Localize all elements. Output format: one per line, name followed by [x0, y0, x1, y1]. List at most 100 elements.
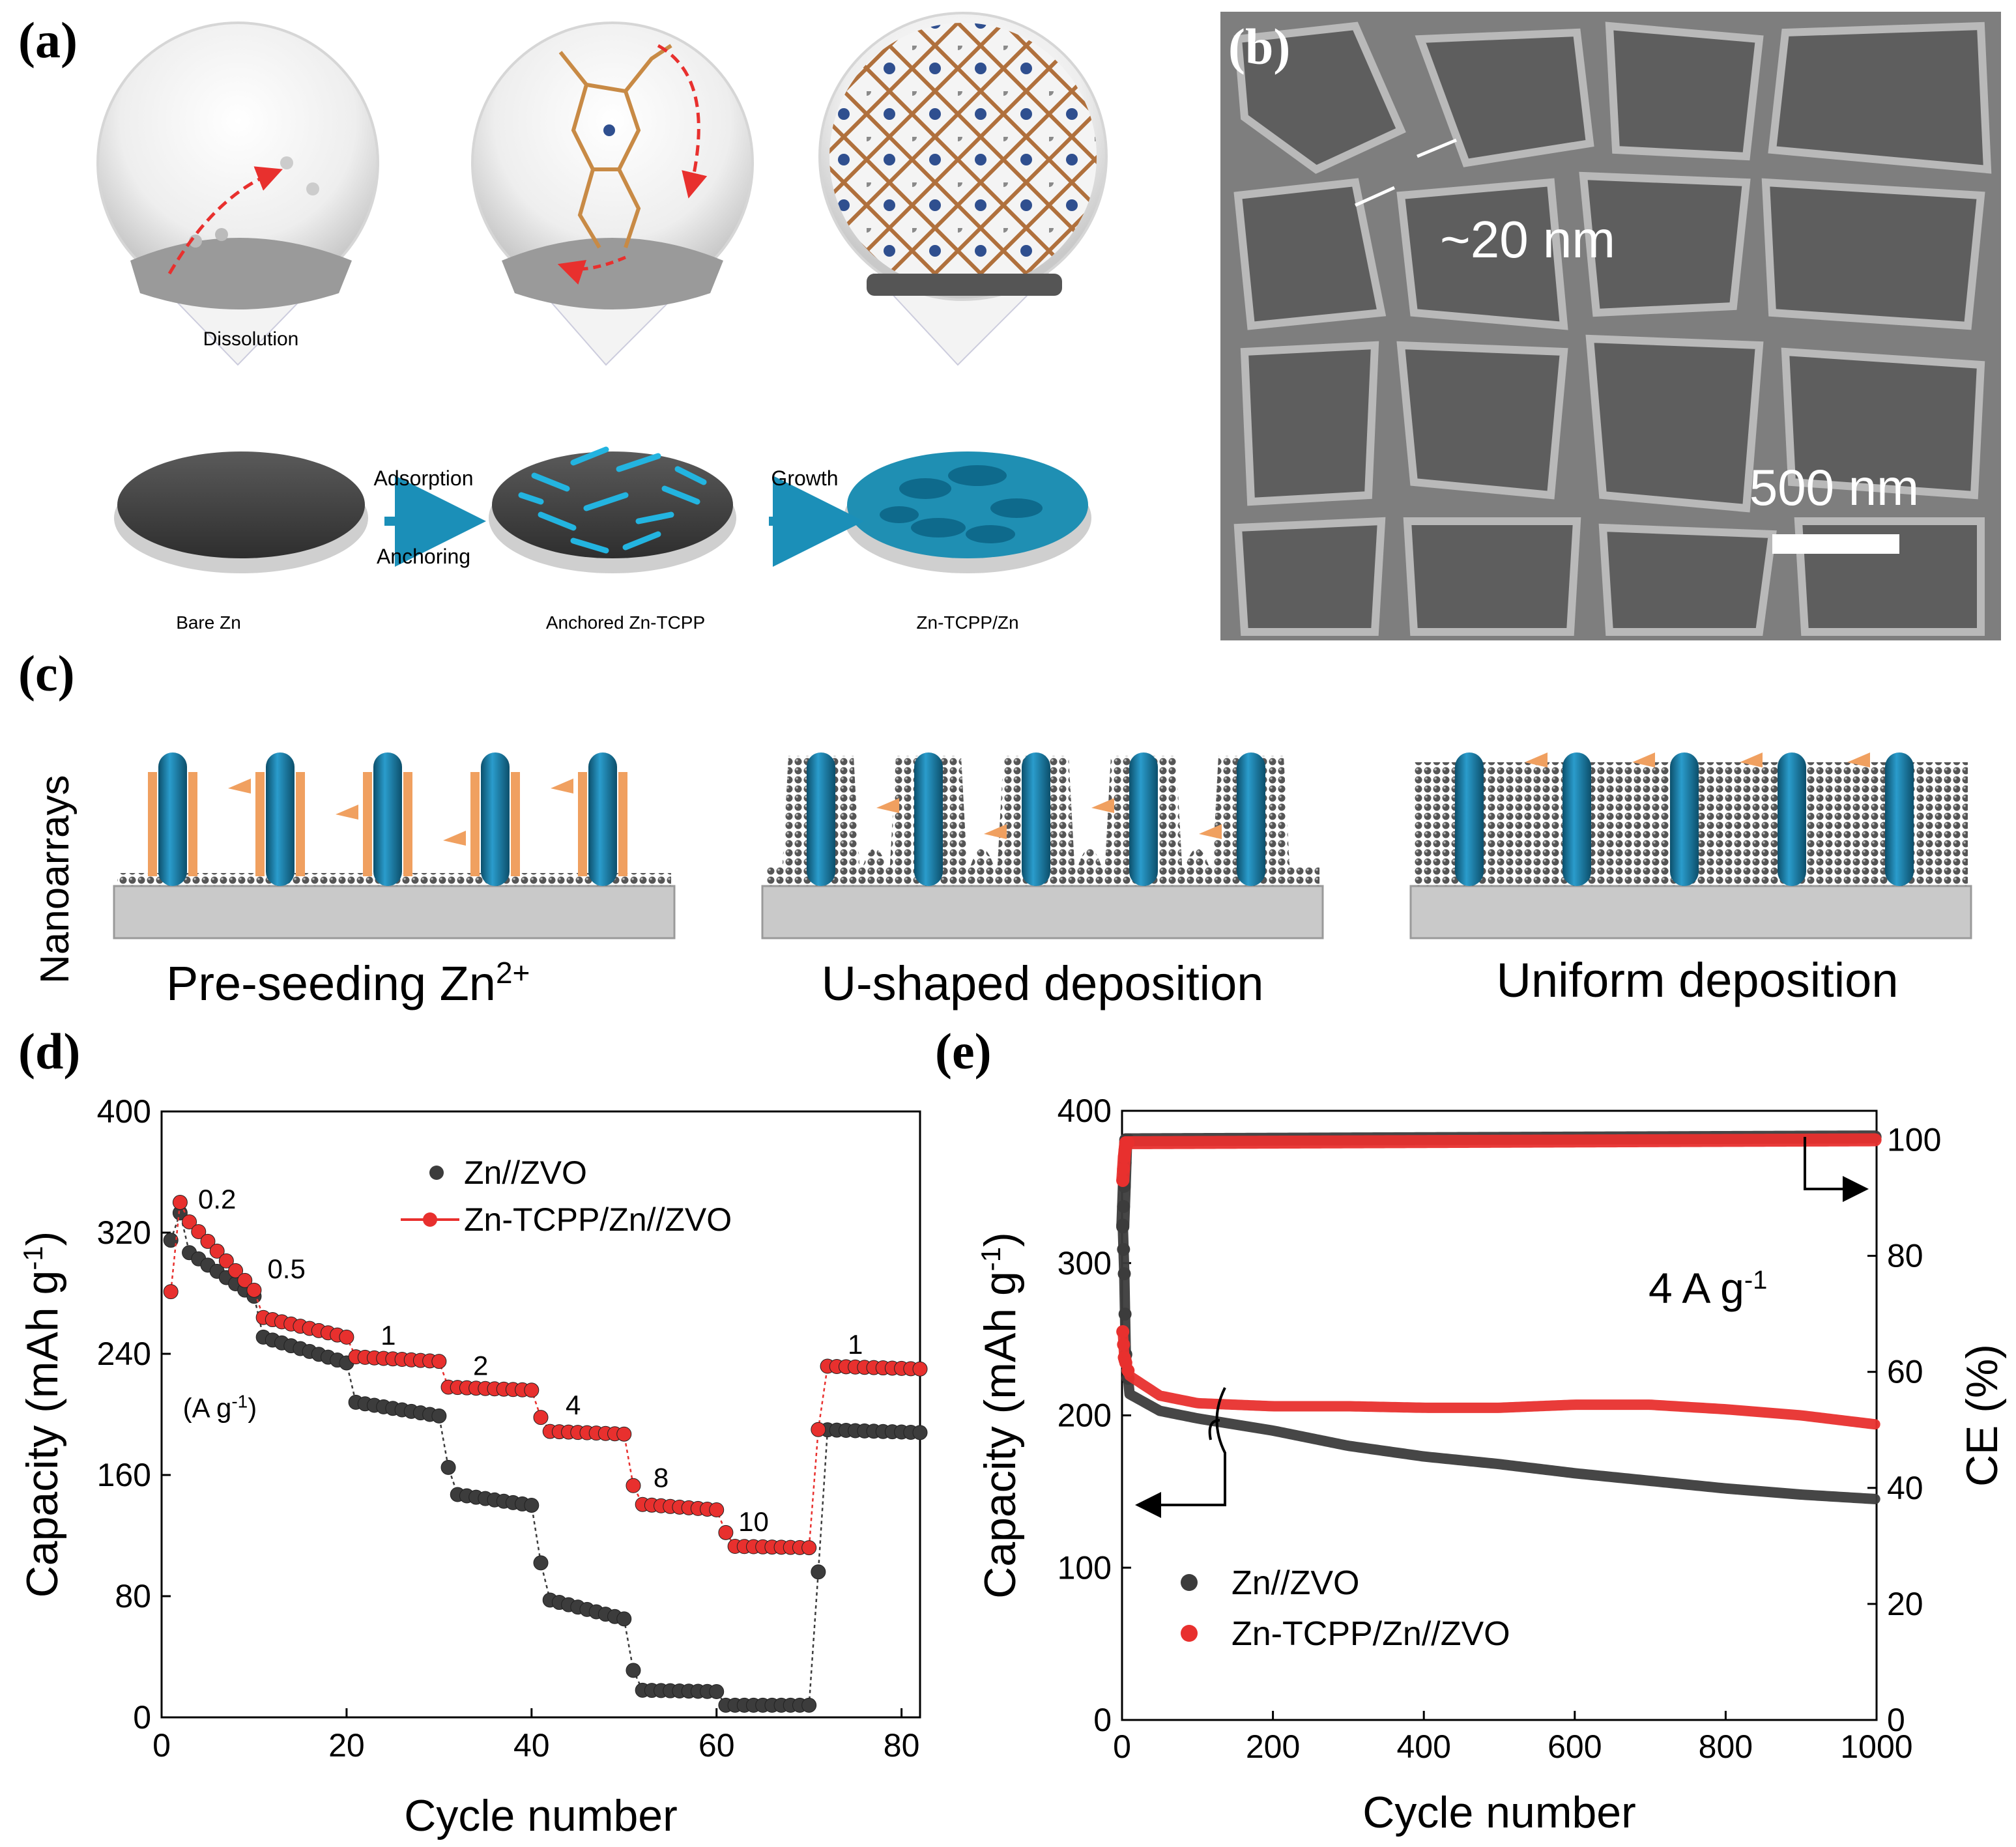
data-point [237, 1272, 253, 1288]
data-point [801, 1540, 817, 1556]
zn-ion-seed [470, 772, 480, 876]
legend-marker [1181, 1574, 1198, 1591]
data-point [209, 1243, 225, 1259]
nanorod [481, 752, 510, 886]
panel-b-label: (b) [1228, 18, 1290, 75]
data-point [709, 1683, 725, 1699]
substrate [1409, 885, 1972, 939]
measure-label: ~20 nm [1440, 210, 1615, 268]
current-density-label: 4 A g-1 [1649, 1264, 1767, 1312]
disc-bare-zn [114, 451, 368, 573]
x-tick-label: 40 [513, 1727, 550, 1764]
nanorod [1885, 752, 1914, 886]
panel-c: (c) Nanoarrays Pre-seeding Zn2+ U-shaped… [18, 645, 1972, 1010]
nanorod [807, 752, 835, 886]
data-point [1121, 1364, 1135, 1377]
data-point [228, 1263, 244, 1278]
adsorption-label: Adsorption [374, 466, 474, 490]
nanorod [1129, 752, 1158, 886]
legend-label: Zn-TCPP/Zn//ZVO [464, 1201, 732, 1238]
data-point [163, 1284, 179, 1300]
stage-1 [113, 752, 676, 939]
data-point [533, 1555, 549, 1571]
x-tick-label: 0 [1113, 1728, 1131, 1765]
data-point [246, 1282, 262, 1298]
x-tick-label: 60 [698, 1727, 735, 1764]
y-axis-label-sup: -1 [975, 1247, 1006, 1271]
zn-ion-arrow [1632, 752, 1655, 767]
data-point [1117, 1242, 1130, 1256]
nanorod [1670, 752, 1699, 886]
zn-tcpp-flakes-icon [518, 446, 707, 554]
y2-tick-label: 60 [1887, 1354, 1923, 1390]
zn-ion-arrow [551, 779, 573, 794]
y-tick-label: 0 [1093, 1702, 1112, 1738]
y2-tick-label: 0 [1887, 1702, 1905, 1738]
x-tick-label: 20 [328, 1727, 365, 1764]
x-tick-label: 0 [152, 1727, 171, 1764]
y-tick-label: 80 [115, 1578, 151, 1614]
legend-marker [1181, 1625, 1198, 1642]
data-point [1116, 1220, 1130, 1234]
zn-ion-arrow [1525, 752, 1548, 767]
disc-anchored [489, 446, 736, 573]
y-tick-label: 160 [97, 1457, 151, 1493]
legend-label: Zn-TCPP/Zn//ZVO [1231, 1615, 1510, 1653]
data-point [912, 1361, 928, 1377]
rate-unit-sup: -1 [231, 1391, 248, 1411]
zn-ion-seed [618, 772, 627, 876]
growth-arrow: Growth [769, 466, 864, 567]
zn-surface-icon [130, 238, 352, 309]
y2-axis-label: CE (%) [1957, 1344, 2007, 1487]
data-point [709, 1502, 725, 1517]
y-tick-label: 400 [1058, 1093, 1112, 1129]
zn-ion-seed [296, 772, 305, 876]
nanorod [1455, 752, 1484, 886]
data-point [1117, 1267, 1131, 1281]
rate-annotation: 2 [473, 1351, 488, 1381]
stage-3 [1409, 752, 1972, 939]
data-point [218, 1253, 234, 1268]
series-zn-zvo [163, 1205, 928, 1713]
plot-frame [160, 1110, 921, 1719]
x-tick-label: 400 [1396, 1728, 1450, 1765]
y-tick-label: 0 [133, 1699, 151, 1736]
panel-b: ~20 nm 500 nm (b) [1220, 12, 2001, 640]
data-point [431, 1408, 447, 1424]
zn-deposit-u [1183, 848, 1212, 876]
data-point [339, 1329, 354, 1345]
data-point [191, 1224, 207, 1239]
y2-tick-label: 40 [1887, 1470, 1923, 1506]
mof-lattice-icon [829, 23, 1097, 290]
data-point [524, 1498, 540, 1513]
adsorption-arrow: Adsorption Anchoring [374, 466, 486, 568]
data-point [1117, 1199, 1130, 1213]
stage-label-ushaped: U-shaped deposition [822, 956, 1264, 1010]
capacity-axis-pointer [1135, 1387, 1226, 1518]
bubble-anchored [471, 21, 754, 366]
chart-e: 0 200 400 600 800 100001002003004000204060801… [975, 1093, 2008, 1837]
y-axis-label: Capacity (mAh g-1) [975, 1232, 1026, 1599]
x-tick-label: 800 [1699, 1728, 1753, 1765]
rate-annotation: 10 [738, 1506, 769, 1537]
chart-d: 0 20 40 60 80 0 80 160 240 320 400 Cycle number Capa… [18, 1093, 928, 1840]
nanorod [1778, 752, 1806, 886]
y2-tick-label: 100 [1887, 1122, 1941, 1158]
data-point [616, 1426, 632, 1442]
x-tick-label: 1000 [1840, 1728, 1912, 1765]
data-point [801, 1697, 817, 1713]
data-point [1121, 1136, 1135, 1149]
zn-deposit-u [968, 848, 997, 876]
current-density-sup: -1 [1744, 1266, 1768, 1295]
panel-c-label: (c) [18, 645, 75, 702]
data-point [626, 1478, 641, 1493]
nanoarrays-label: Nanoarrays [33, 775, 78, 984]
data-point [200, 1233, 216, 1249]
panel-a-label: (a) [18, 12, 78, 68]
capacity-bracket [1208, 1419, 1220, 1440]
deposition-stages [113, 752, 1972, 939]
series-band [1117, 1326, 1880, 1430]
data-point [182, 1214, 197, 1229]
x-axis-label: Cycle number [404, 1791, 678, 1840]
data-point [1118, 1308, 1132, 1321]
